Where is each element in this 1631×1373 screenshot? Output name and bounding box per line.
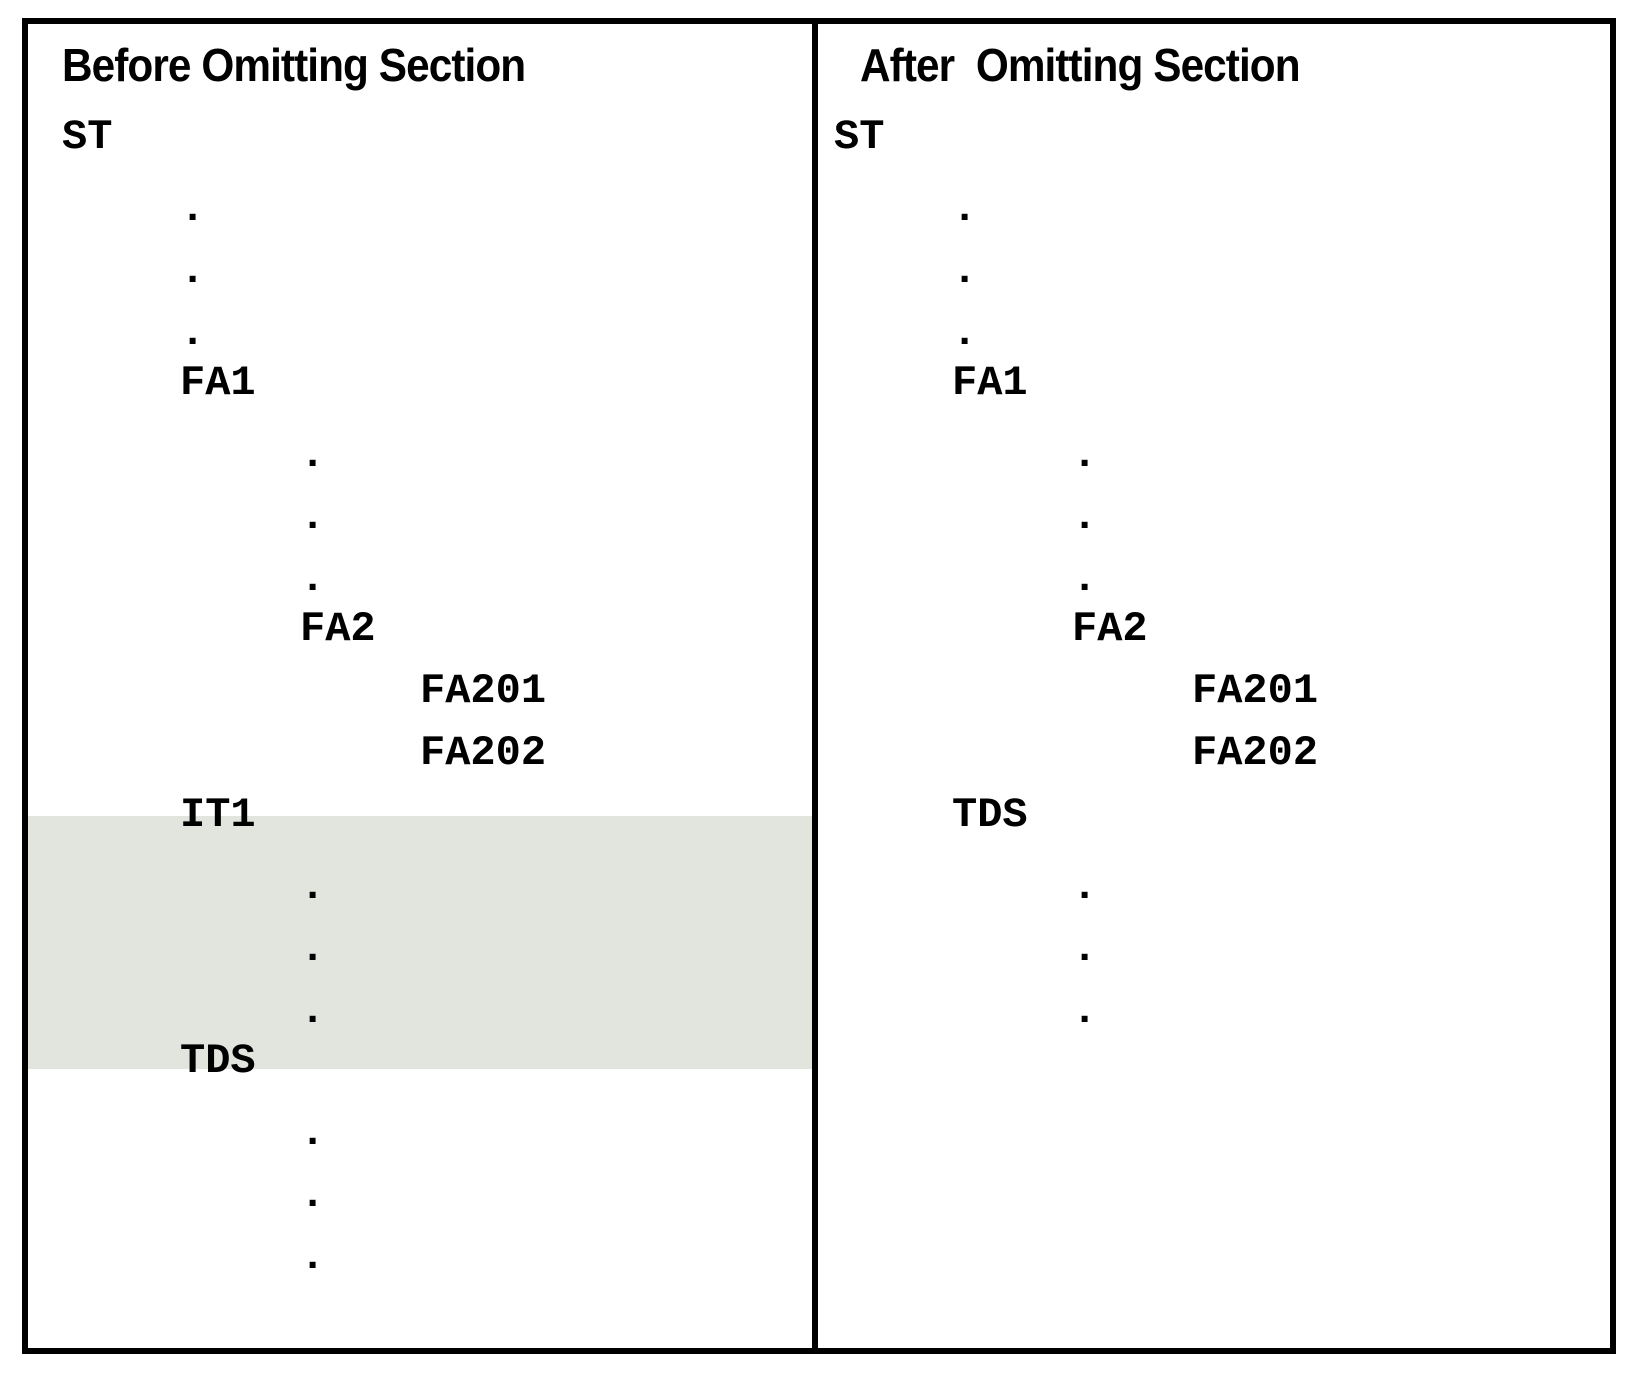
segment-tds: TDS	[180, 1037, 256, 1085]
ellipsis-dot: .	[300, 1171, 326, 1219]
ellipsis-dot: .	[1072, 925, 1098, 973]
segment-fa1: FA1	[952, 359, 1028, 407]
before-panel: Before Omitting Section ST... FA1... FA2 FA…	[28, 24, 812, 1348]
segment-tds: TDS	[952, 791, 1028, 839]
ellipsis-dot: .	[180, 185, 206, 233]
ellipsis-dot: .	[952, 309, 978, 357]
before-title: Before Omitting Section	[62, 39, 526, 91]
ellipsis-dot: .	[1072, 555, 1098, 603]
segment-fa202: FA202	[1192, 729, 1319, 777]
segment-fa2: FA2	[300, 605, 376, 653]
segment-fa2: FA2	[1072, 605, 1148, 653]
ellipsis-dot: .	[180, 309, 206, 357]
ellipsis-dot: .	[300, 493, 326, 541]
ellipsis-dot: .	[300, 431, 326, 479]
ellipsis-dot: .	[180, 247, 206, 295]
ellipsis-dot: .	[1072, 863, 1098, 911]
ellipsis-dot: .	[1072, 987, 1098, 1035]
ellipsis-dot: .	[300, 555, 326, 603]
segment-it1: IT1	[180, 791, 256, 839]
segment-fa1: FA1	[180, 359, 256, 407]
ellipsis-dot: .	[300, 987, 326, 1035]
after-panel: After Omitting Section ST... FA1... FA2 FA2…	[818, 24, 1610, 1348]
segment-st: ST	[834, 113, 885, 161]
diagram-frame	[22, 18, 1616, 1354]
ellipsis-dot: .	[952, 247, 978, 295]
segment-fa201: FA201	[420, 667, 547, 715]
ellipsis-dot: .	[1072, 431, 1098, 479]
segment-fa202: FA202	[420, 729, 547, 777]
ellipsis-dot: .	[300, 1233, 326, 1281]
ellipsis-dot: .	[300, 863, 326, 911]
segment-st: ST	[62, 113, 113, 161]
ellipsis-dot: .	[1072, 493, 1098, 541]
segment-fa201: FA201	[1192, 667, 1319, 715]
panel-divider	[812, 24, 818, 1348]
ellipsis-dot: .	[300, 925, 326, 973]
omitted-section-highlight	[28, 816, 812, 1069]
after-title: After Omitting Section	[860, 39, 1301, 91]
ellipsis-dot: .	[952, 185, 978, 233]
ellipsis-dot: .	[300, 1109, 326, 1157]
